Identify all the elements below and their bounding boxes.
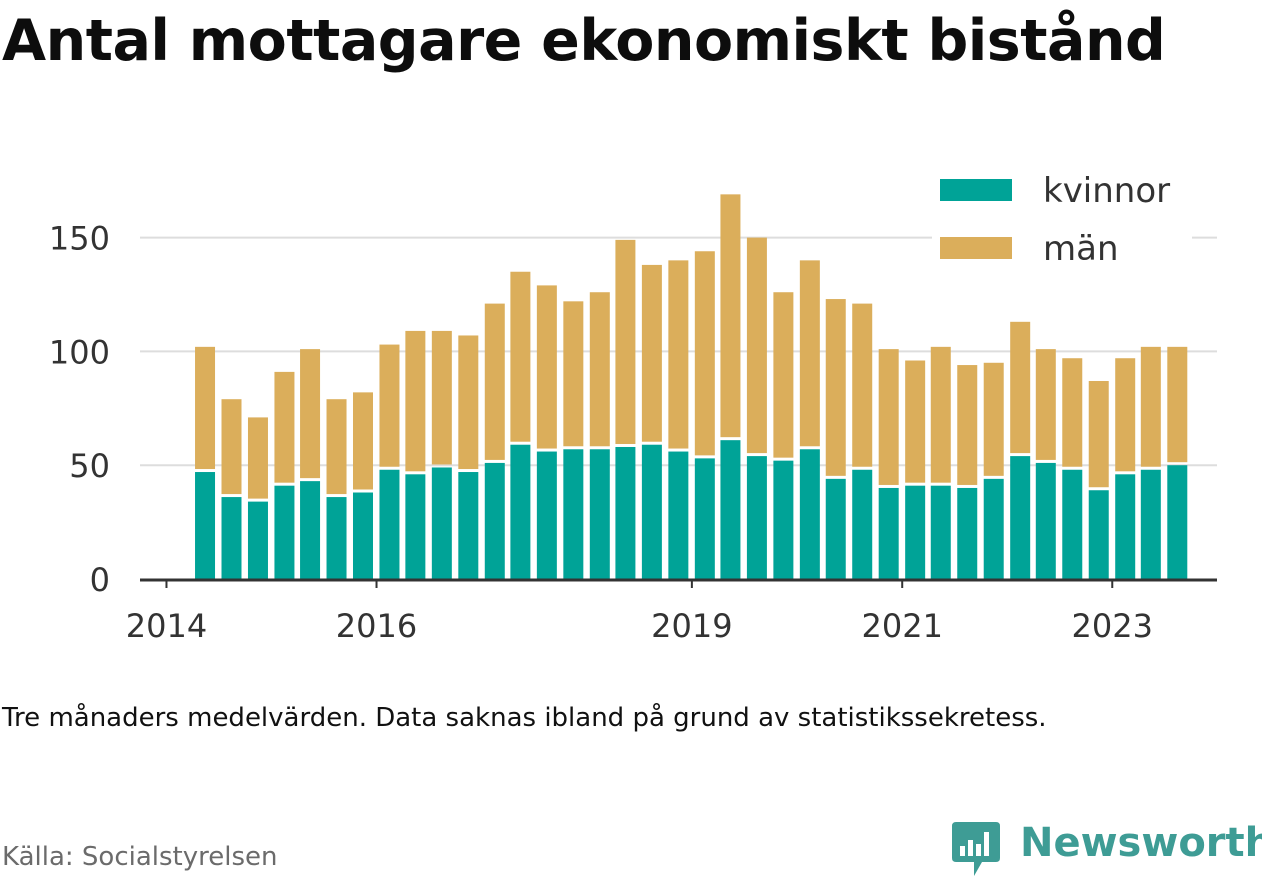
bar-man bbox=[274, 371, 295, 483]
bar-kvinnor bbox=[247, 501, 268, 579]
bar-kvinnor bbox=[1140, 469, 1161, 579]
page-title: Antal mottagare ekonomiskt bistånd bbox=[2, 8, 1166, 74]
bar-man bbox=[1088, 380, 1109, 488]
bar-man bbox=[1010, 321, 1031, 454]
bar-kvinnor bbox=[852, 469, 873, 579]
bar-kvinnor bbox=[1010, 456, 1031, 579]
bar-man bbox=[1035, 349, 1056, 460]
bar-kvinnor bbox=[720, 440, 741, 579]
bar-kvinnor bbox=[1088, 490, 1109, 579]
bar-kvinnor bbox=[878, 487, 899, 579]
bar-man bbox=[458, 335, 479, 470]
bar-man bbox=[1115, 358, 1136, 472]
bar-kvinnor bbox=[563, 449, 584, 579]
bar-man bbox=[300, 349, 321, 479]
bar-kvinnor bbox=[195, 472, 216, 579]
bar-man bbox=[221, 399, 242, 495]
bar-kvinnor bbox=[1035, 462, 1056, 579]
bar-man bbox=[720, 194, 741, 438]
bar-kvinnor bbox=[484, 462, 505, 579]
bar-chart-speech-bubble-icon bbox=[952, 822, 1000, 876]
bar-kvinnor bbox=[799, 449, 820, 579]
bar-man bbox=[694, 251, 715, 456]
footnote: Tre månaders medelvärden. Data saknas ib… bbox=[2, 703, 1047, 733]
axes: 0 50 100 150 2014 2016 2019 2021 2023 bbox=[49, 220, 1217, 645]
bar-kvinnor bbox=[431, 467, 452, 579]
bar-kvinnor bbox=[957, 487, 978, 579]
bar-kvinnor bbox=[773, 460, 794, 579]
bar-man bbox=[195, 346, 216, 470]
x-tick-label: 2014 bbox=[126, 607, 207, 645]
x-tick-label: 2019 bbox=[651, 607, 732, 645]
x-tick-label: 2016 bbox=[336, 607, 417, 645]
brand-logo: Newsworthy bbox=[950, 818, 1262, 878]
bar-kvinnor bbox=[1115, 474, 1136, 579]
bar-man bbox=[352, 392, 373, 490]
bar-kvinnor bbox=[510, 444, 531, 579]
bar-kvinnor bbox=[458, 472, 479, 579]
bar-kvinnor bbox=[746, 456, 767, 579]
bar-man bbox=[405, 330, 426, 472]
bar-man bbox=[957, 365, 978, 485]
bar-man bbox=[379, 344, 400, 467]
bar-man bbox=[510, 271, 531, 442]
bar-man bbox=[668, 260, 689, 449]
bar-kvinnor bbox=[615, 446, 636, 579]
bar-man bbox=[983, 362, 1004, 476]
bar-man bbox=[930, 346, 951, 483]
bar-kvinnor bbox=[905, 485, 926, 579]
bar-kvinnor bbox=[274, 485, 295, 579]
x-tick-label: 2021 bbox=[861, 607, 942, 645]
bar-man bbox=[589, 292, 610, 447]
bar-man bbox=[852, 303, 873, 467]
bar-kvinnor bbox=[405, 474, 426, 579]
legend: kvinnor män bbox=[932, 169, 1192, 269]
bar-kvinnor bbox=[300, 481, 321, 579]
bar-kvinnor bbox=[379, 469, 400, 579]
bar-kvinnor bbox=[825, 478, 846, 579]
bar-man bbox=[326, 399, 347, 495]
bar-kvinnor bbox=[930, 485, 951, 579]
y-tick-label: 100 bbox=[49, 333, 110, 371]
bar-kvinnor bbox=[694, 458, 715, 579]
bar-kvinnor bbox=[326, 497, 347, 579]
bar-kvinnor bbox=[589, 449, 610, 579]
bar-man bbox=[431, 330, 452, 465]
bar-man bbox=[905, 360, 926, 483]
bar-man bbox=[615, 239, 636, 444]
bar-man bbox=[484, 303, 505, 460]
bar-man bbox=[825, 299, 846, 476]
bar-man bbox=[1167, 346, 1188, 463]
source-credit: Källa: Socialstyrelsen bbox=[2, 842, 278, 872]
legend-label-man: män bbox=[1043, 229, 1119, 269]
legend-swatch-man bbox=[940, 237, 1012, 259]
stacked-bar-chart: 0 50 100 150 2014 2016 2019 2021 2023 kvinnor män bbox=[49, 169, 1217, 645]
bar-man bbox=[1140, 346, 1161, 467]
x-tick-label: 2023 bbox=[1072, 607, 1153, 645]
brand-name: Newsworthy bbox=[1020, 820, 1262, 866]
y-tick-label: 50 bbox=[69, 447, 110, 485]
bar-man bbox=[1062, 358, 1083, 467]
bar-kvinnor bbox=[983, 478, 1004, 579]
bar-man bbox=[878, 349, 899, 485]
bar-man bbox=[247, 417, 268, 499]
bar-man bbox=[563, 301, 584, 447]
bar-kvinnor bbox=[668, 451, 689, 579]
bar-man bbox=[536, 285, 557, 449]
bar-kvinnor bbox=[536, 451, 557, 579]
bar-kvinnor bbox=[1062, 469, 1083, 579]
bar-man bbox=[746, 237, 767, 454]
legend-label-kvinnor: kvinnor bbox=[1043, 171, 1170, 211]
y-tick-label: 150 bbox=[49, 220, 110, 258]
bars bbox=[195, 194, 1188, 579]
bar-kvinnor bbox=[221, 497, 242, 579]
y-tick-label: 0 bbox=[90, 561, 110, 599]
bar-man bbox=[641, 264, 662, 442]
legend-swatch-kvinnor bbox=[940, 179, 1012, 201]
bar-kvinnor bbox=[641, 444, 662, 579]
bar-kvinnor bbox=[352, 492, 373, 579]
bar-kvinnor bbox=[1167, 465, 1188, 579]
bar-man bbox=[773, 292, 794, 458]
bar-man bbox=[799, 260, 820, 447]
